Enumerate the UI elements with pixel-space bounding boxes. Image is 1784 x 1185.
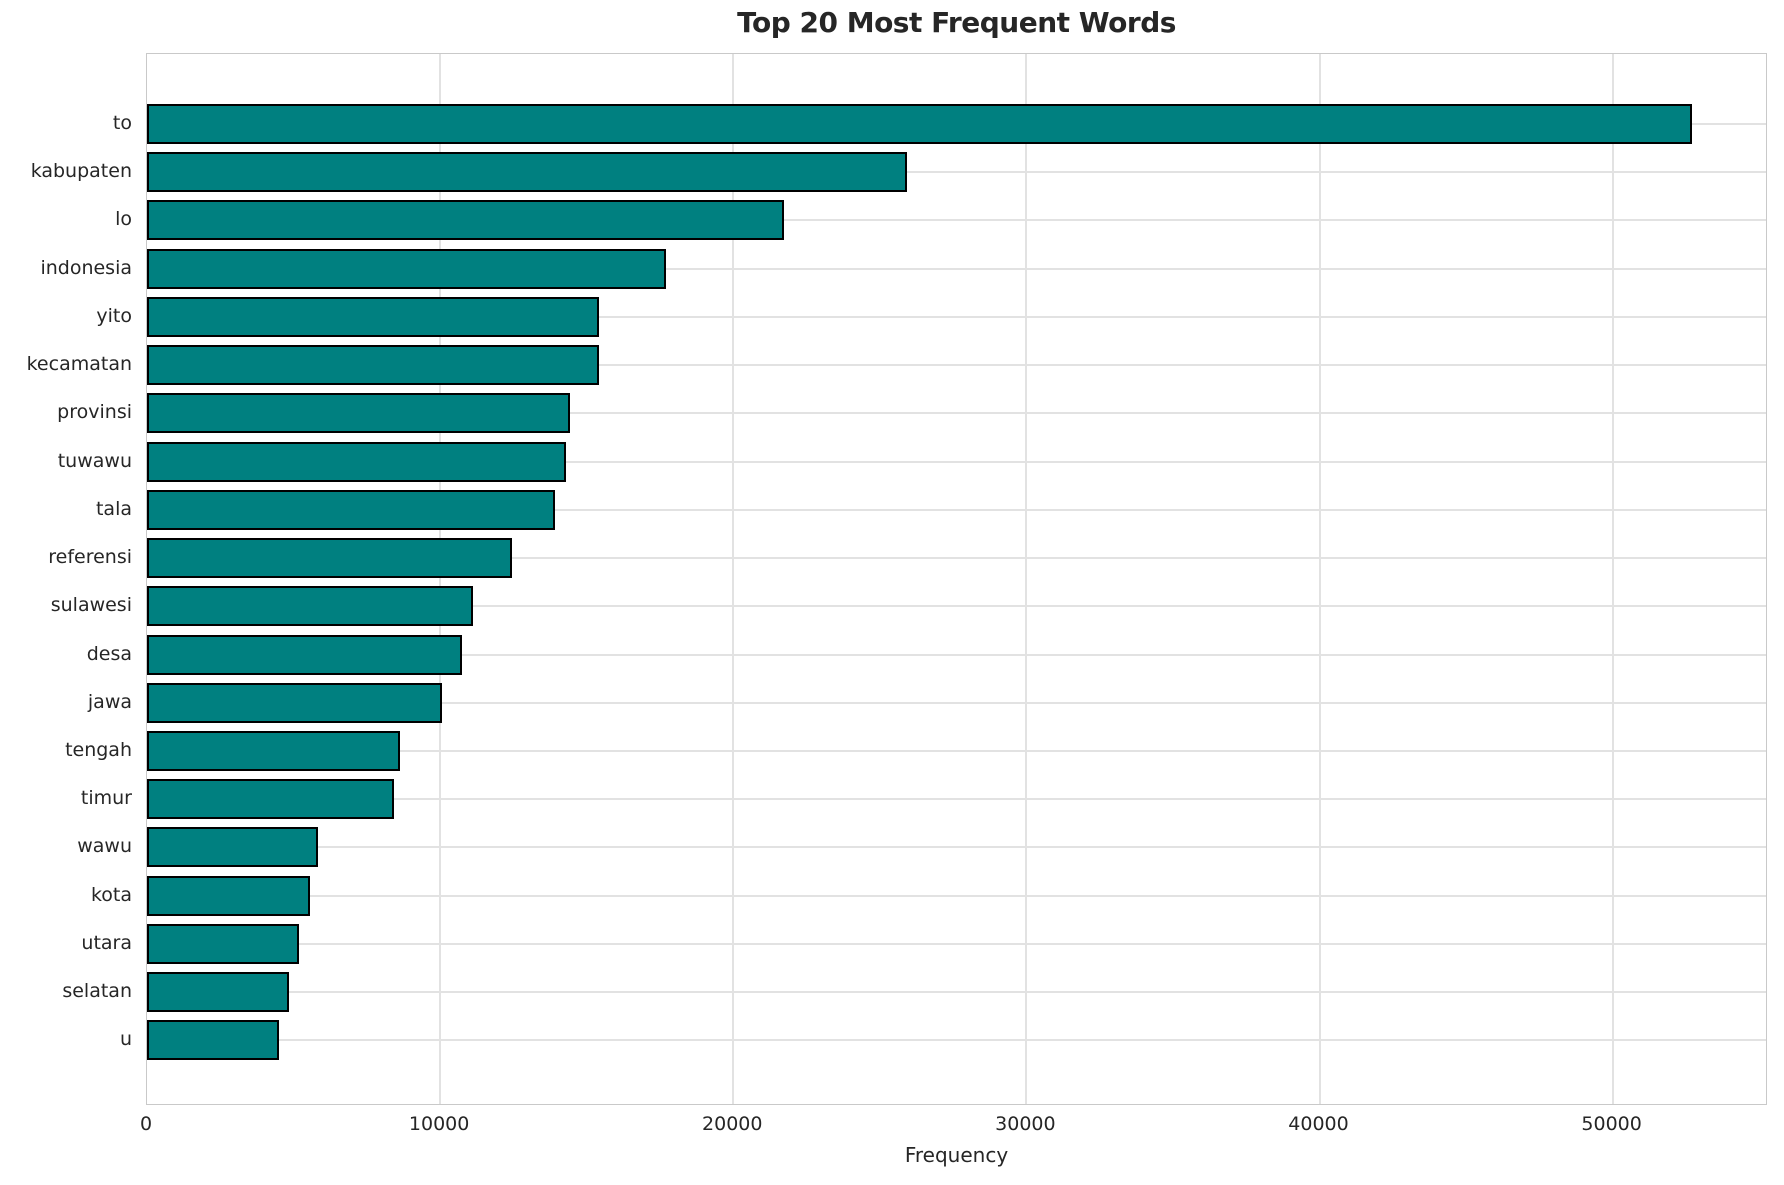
y-tick-label: sulawesi — [50, 594, 132, 617]
y-tick-label: tala — [95, 497, 132, 520]
vertical-gridline — [439, 54, 442, 1104]
y-tick-label: tuwawu — [57, 449, 132, 472]
y-tick-label: tengah — [65, 738, 132, 761]
x-tick-label: 40000 — [1288, 1113, 1349, 1135]
x-tick-label: 20000 — [702, 1113, 763, 1135]
y-tick-label: to — [112, 112, 132, 134]
horizontal-gridline — [147, 1039, 1766, 1042]
bar-tuwawu — [147, 441, 566, 482]
bar-to — [147, 104, 1692, 144]
y-tick-label: kecamatan — [26, 353, 132, 376]
vertical-gridline — [1025, 54, 1028, 1104]
y-tick-label: indonesia — [40, 256, 132, 279]
y-tick-label: selatan — [62, 980, 132, 1003]
bar-timur — [147, 779, 395, 820]
bar-u — [147, 1020, 280, 1061]
x-axis-title: Frequency — [904, 1143, 1009, 1167]
bar-yito — [147, 296, 600, 337]
y-tick-label: provinsi — [57, 401, 132, 424]
x-tick-label: 0 — [139, 1113, 153, 1135]
y-tick-label: yito — [96, 304, 132, 327]
y-tick-label: desa — [86, 642, 132, 665]
y-tick-label: utara — [81, 931, 132, 954]
x-tick-label: 30000 — [995, 1113, 1056, 1135]
horizontal-gridline — [147, 653, 1766, 656]
plot-area — [146, 53, 1767, 1105]
horizontal-gridline — [147, 508, 1766, 511]
bar-kota — [147, 875, 310, 916]
y-tick-label: timur — [80, 787, 132, 810]
horizontal-gridline — [147, 846, 1766, 849]
y-tick-label: kota — [90, 883, 132, 906]
horizontal-gridline — [147, 219, 1766, 222]
bar-wawu — [147, 827, 318, 868]
horizontal-gridline — [147, 364, 1766, 367]
bar-indonesia — [147, 248, 667, 289]
y-tick-label: referensi — [48, 546, 132, 569]
bar-utara — [147, 923, 300, 964]
horizontal-gridline — [147, 171, 1766, 174]
horizontal-gridline — [147, 412, 1766, 415]
y-tick-label: jawa — [87, 690, 132, 713]
vertical-gridline — [1611, 54, 1614, 1104]
vertical-gridline — [732, 54, 735, 1104]
bar-referensi — [147, 538, 512, 579]
x-tick-label: 10000 — [408, 1113, 470, 1135]
chart-title: Top 20 Most Frequent Words — [737, 6, 1176, 39]
bar-selatan — [147, 972, 290, 1013]
bar-sulawesi — [147, 586, 474, 627]
vertical-gridline — [1318, 54, 1321, 1104]
bar-kabupaten — [147, 152, 908, 193]
y-tick-label: lo — [115, 208, 132, 231]
bar-jawa — [147, 682, 443, 723]
horizontal-gridline — [147, 894, 1766, 897]
horizontal-gridline — [147, 991, 1766, 994]
bar-lo — [147, 200, 784, 241]
horizontal-gridline — [147, 267, 1766, 270]
horizontal-gridline — [147, 315, 1766, 318]
horizontal-gridline — [147, 798, 1766, 801]
horizontal-gridline — [147, 557, 1766, 560]
x-tick-label: 50000 — [1581, 1113, 1642, 1135]
y-tick-label: wawu — [77, 835, 132, 858]
horizontal-gridline — [147, 460, 1766, 463]
y-tick-label: kabupaten — [30, 160, 132, 183]
horizontal-gridline — [147, 605, 1766, 608]
bar-desa — [147, 634, 462, 675]
horizontal-gridline — [147, 749, 1766, 752]
bar-kecamatan — [147, 345, 599, 386]
horizontal-gridline — [147, 701, 1766, 704]
bar-provinsi — [147, 393, 570, 434]
y-tick-label: u — [119, 1028, 132, 1051]
bar-tala — [147, 489, 556, 530]
horizontal-gridline — [147, 942, 1766, 945]
bar-tengah — [147, 730, 401, 771]
